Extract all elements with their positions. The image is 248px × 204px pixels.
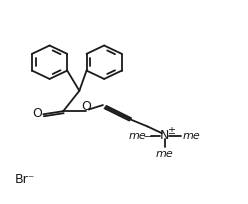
- Text: me: me: [156, 149, 174, 159]
- Text: Br⁻: Br⁻: [15, 173, 35, 186]
- Text: O: O: [81, 100, 91, 113]
- Text: me: me: [182, 131, 200, 141]
- Text: N: N: [160, 129, 170, 142]
- Text: —: —: [143, 131, 153, 141]
- Text: ±: ±: [167, 126, 175, 136]
- Text: me: me: [129, 131, 147, 141]
- Text: O: O: [32, 107, 42, 120]
